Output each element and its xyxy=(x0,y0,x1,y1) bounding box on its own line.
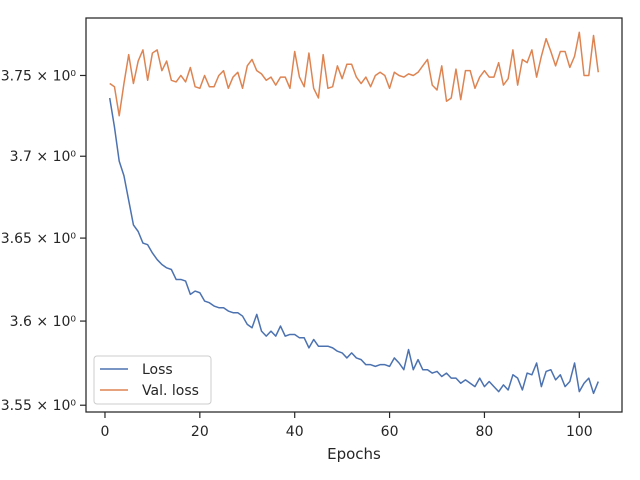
series-line-loss xyxy=(108,97,599,395)
legend-label: Loss xyxy=(142,362,173,378)
x-axis-label: Epochs xyxy=(327,445,381,463)
plot-series xyxy=(108,31,600,395)
legend-box xyxy=(93,355,212,405)
y-tick-label: 3.6 × 10⁰ xyxy=(10,314,77,330)
series-line-val-loss xyxy=(109,31,600,117)
x-tick-label: 100 xyxy=(566,424,593,440)
x-tick-label: 0 xyxy=(101,424,110,440)
plot-frame xyxy=(85,17,623,413)
x-tick-label: 40 xyxy=(286,424,304,440)
legend: Loss Val. loss xyxy=(93,355,212,405)
y-axis-ticks: 3.55 × 10⁰ 3.6 × 10⁰ 3.65 × 10⁰ 3.7 × 10⁰ 3.… xyxy=(1,68,86,414)
x-tick-label: 20 xyxy=(191,424,209,440)
x-tick-label: 60 xyxy=(381,424,399,440)
y-tick-label: 3.55 × 10⁰ xyxy=(1,398,77,414)
x-tick-label: 80 xyxy=(476,424,494,440)
y-tick-label: 3.65 × 10⁰ xyxy=(1,231,77,247)
legend-label: Val. loss xyxy=(142,383,199,399)
y-tick-label: 3.75 × 10⁰ xyxy=(1,68,77,84)
y-tick-label: 3.7 × 10⁰ xyxy=(10,149,77,165)
x-axis-ticks: 0 20 40 60 80 100 xyxy=(101,412,593,440)
